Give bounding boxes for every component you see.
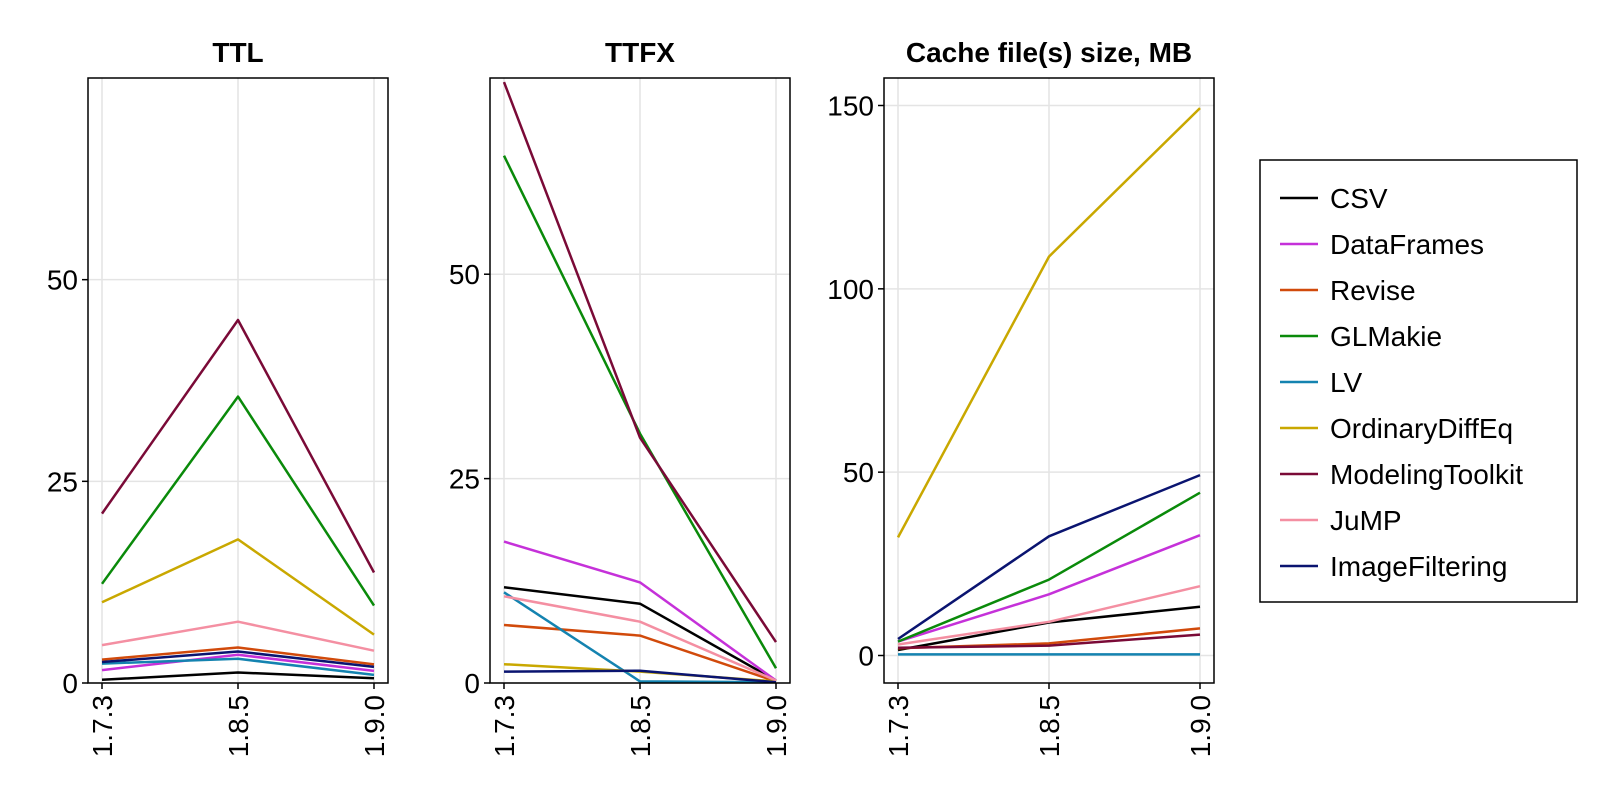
x-tick-label: 1.9.0 bbox=[359, 695, 390, 757]
legend-item-revise: Revise bbox=[1280, 275, 1416, 306]
y-tick-label: 0 bbox=[464, 668, 480, 699]
series-line-glmakie bbox=[897, 491, 1201, 643]
y-tick-label: 25 bbox=[47, 466, 78, 497]
series-line-dataframes bbox=[101, 653, 375, 673]
series-line-jump bbox=[101, 620, 375, 652]
y-tick-label: 25 bbox=[449, 464, 480, 495]
legend-label: CSV bbox=[1330, 183, 1388, 214]
legend-item-ordinarydiffeq: OrdinaryDiffEq bbox=[1280, 413, 1513, 444]
series-line-modelingtoolkit bbox=[502, 81, 778, 643]
series-line-modelingtoolkit bbox=[100, 318, 376, 574]
series-line-ordinarydiffeq bbox=[101, 538, 375, 636]
series-line-revise bbox=[101, 646, 375, 666]
x-tick-label: 1.7.3 bbox=[87, 695, 118, 757]
series-line-lv bbox=[101, 657, 375, 677]
panel-title: Cache file(s) size, MB bbox=[906, 37, 1192, 68]
legend-item-glmakie: GLMakie bbox=[1280, 321, 1442, 352]
panel-3: 0 50 100 150 1.7.3 1.8.5 1.9.0 Cache file(s) si… bbox=[827, 37, 1216, 757]
series-line-jump bbox=[503, 595, 777, 682]
x-tick-label: 1.7.3 bbox=[489, 695, 520, 757]
legend-item-csv: CSV bbox=[1280, 183, 1388, 214]
panel-2: 0 25 50 1.7.3 1.8.5 1.9.0 TTFX bbox=[449, 37, 792, 757]
x-tick-label: 1.8.5 bbox=[625, 695, 656, 757]
panel-1: 0 25 50 1.7.3 1.8.5 1.9.0 TTL bbox=[47, 37, 390, 757]
y-tick-label: 100 bbox=[827, 274, 874, 305]
y-tick-label: 50 bbox=[449, 259, 480, 290]
series-line-csv bbox=[503, 586, 777, 682]
panel-title: TTL bbox=[212, 37, 263, 68]
legend-label: ImageFiltering bbox=[1330, 551, 1507, 582]
y-tick-label: 50 bbox=[843, 457, 874, 488]
legend-label: Revise bbox=[1330, 275, 1416, 306]
series-line-glmakie bbox=[502, 155, 778, 669]
series-line-csv bbox=[101, 671, 375, 682]
legend-label: GLMakie bbox=[1330, 321, 1442, 352]
series-line-jump bbox=[897, 584, 1201, 646]
legend-label: OrdinaryDiffEq bbox=[1330, 413, 1513, 444]
legend-label: DataFrames bbox=[1330, 229, 1484, 260]
x-tick-label: 1.8.5 bbox=[1034, 695, 1065, 757]
y-tick-label: 50 bbox=[47, 265, 78, 296]
series-line-glmakie bbox=[100, 395, 376, 607]
legend-item-dataframes: DataFrames bbox=[1280, 229, 1484, 260]
series-line-dataframes bbox=[897, 534, 1201, 643]
series-line-revise bbox=[503, 623, 777, 683]
series-line-lv bbox=[503, 591, 777, 684]
y-tick-label: 0 bbox=[62, 668, 78, 699]
legend-item-imagefiltering: ImageFiltering bbox=[1280, 551, 1507, 582]
x-tick-label: 1.8.5 bbox=[223, 695, 254, 757]
y-tick-label: 0 bbox=[858, 641, 874, 672]
legend-item-lv: LV bbox=[1280, 367, 1362, 398]
x-tick-label: 1.9.0 bbox=[1185, 695, 1216, 757]
series-line-imagefiltering bbox=[503, 669, 777, 684]
legend-item-modelingtoolkit: ModelingToolkit bbox=[1280, 459, 1523, 490]
series-line-modelingtoolkit bbox=[897, 633, 1201, 650]
legend-label: JuMP bbox=[1330, 505, 1402, 536]
series-line-imagefiltering bbox=[897, 473, 1201, 641]
panel-title: TTFX bbox=[605, 37, 675, 68]
legend-label: LV bbox=[1330, 367, 1362, 398]
x-tick-label: 1.9.0 bbox=[761, 695, 792, 757]
legend-label: ModelingToolkit bbox=[1330, 459, 1523, 490]
y-tick-label: 150 bbox=[827, 91, 874, 122]
series-line-dataframes bbox=[503, 540, 777, 682]
legend-item-jump: JuMP bbox=[1280, 505, 1402, 536]
x-tick-label: 1.7.3 bbox=[883, 695, 914, 757]
legend: CSV DataFrames Revise GLMakie LV OrdinaryDiff… bbox=[1259, 159, 1578, 603]
series-line-ordinarydiffeq bbox=[896, 107, 1201, 538]
series-line-imagefiltering bbox=[101, 650, 375, 669]
